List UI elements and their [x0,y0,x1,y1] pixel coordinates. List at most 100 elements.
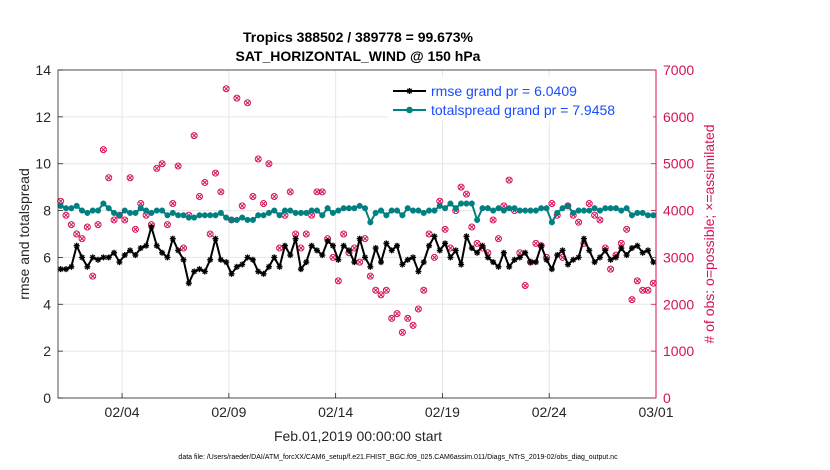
rmse-point [410,254,417,261]
spread-point [644,212,652,219]
rmse-point [474,249,481,256]
rmse-point [153,242,160,249]
spread-point [308,207,315,214]
y-left-tick-label: 12 [35,109,51,125]
spread-point [239,214,246,221]
obs-assimilated-marker [234,95,240,101]
spread-point [570,209,577,216]
rmse-point [404,256,411,263]
obs-assimilated-marker [319,189,325,195]
rmse-point [329,242,336,249]
rmse-point [271,254,278,261]
obs-assimilated-marker [533,240,539,246]
obs-possible-marker [318,188,326,196]
obs-assimilated-marker [90,273,96,279]
spread-point [265,209,272,216]
spread-point [159,207,166,214]
obs-possible-marker [398,328,406,336]
spread-point [650,212,657,219]
obs-possible-marker [169,200,177,208]
spread-point [287,207,294,214]
spread-point [319,212,326,219]
y-right-tick-label: 7000 [663,62,694,78]
obs-assimilated-marker [341,231,347,237]
spread-point [180,212,187,219]
obs-assimilated-marker [415,306,421,312]
x-tick-label: 02/04 [105,404,140,420]
obs-assimilated-marker [95,222,101,228]
spread-point [57,202,64,209]
rmse-point [538,242,545,249]
rmse-line [60,223,655,287]
spread-point [127,209,134,216]
spread-point [516,207,523,214]
spread-point [335,207,342,214]
rmse-point [297,266,304,273]
rmse-point [442,240,449,247]
obs-possible-marker [260,200,268,208]
rmse-point [319,252,326,259]
obs-possible-marker [430,253,438,261]
obs-possible-marker [78,235,86,243]
rmse-point [276,263,283,270]
rmse-point [431,233,438,240]
obs-possible-marker [110,216,118,224]
obs-possible-marker [388,314,396,322]
obs-assimilated-marker [421,287,427,293]
obs-assimilated-marker [250,193,256,200]
obs-assimilated-marker [79,236,85,242]
obs-assimilated-marker [175,163,181,169]
rmse-point [650,259,657,266]
obs-assimilated-marker [592,212,598,218]
spread-point [303,209,310,216]
obs-assimilated-marker [127,175,133,181]
spread-point [442,205,449,212]
obs-assimilated-marker [431,254,437,260]
obs-assimilated-marker [463,191,470,197]
obs-possible-marker [265,160,273,168]
rmse-point [164,254,171,261]
obs-possible-marker [62,211,70,219]
y-right-tick-label: 2000 [663,296,694,312]
rmse-point [420,259,427,266]
rmse-point [639,249,646,256]
obs-assimilated-marker [170,200,176,207]
rmse-point [463,233,470,240]
obs-assimilated-marker [624,226,630,232]
obs-possible-marker [73,230,81,238]
obs-possible-marker [329,253,337,261]
rmse-point [458,261,465,268]
obs-assimilated-marker [469,224,475,230]
rmse-point [644,247,651,254]
rmse-point [351,259,358,266]
rmse-point [468,245,475,252]
obs-possible-marker [89,272,97,280]
obs-assimilated-marker [223,86,229,92]
obs-assimilated-marker [410,322,416,328]
obs-possible-marker [313,188,321,196]
obs-assimilated-marker [640,287,646,293]
spread-point [479,205,486,212]
spread-point [255,212,262,219]
obs-assimilated-marker [522,282,528,289]
obs-possible-marker [382,286,390,294]
spread-point [89,207,96,214]
rmse-point [511,256,518,263]
rmse-point [447,254,454,261]
obs-possible-marker [94,221,102,229]
obs-assimilated-marker [442,226,448,232]
obs-possible-marker [404,314,412,322]
obs-assimilated-marker [576,219,582,225]
obs-possible-marker [585,200,593,208]
spread-point [73,202,80,209]
obs-assimilated-marker [207,231,213,237]
spread-point [377,207,385,214]
obs-possible-marker [457,183,465,191]
spread-point [607,205,614,212]
rmse-point [388,247,395,254]
obs-possible-marker [441,225,449,233]
rmse-point [634,242,641,249]
rmse-point [95,256,102,263]
obs-assimilated-marker [287,189,293,195]
